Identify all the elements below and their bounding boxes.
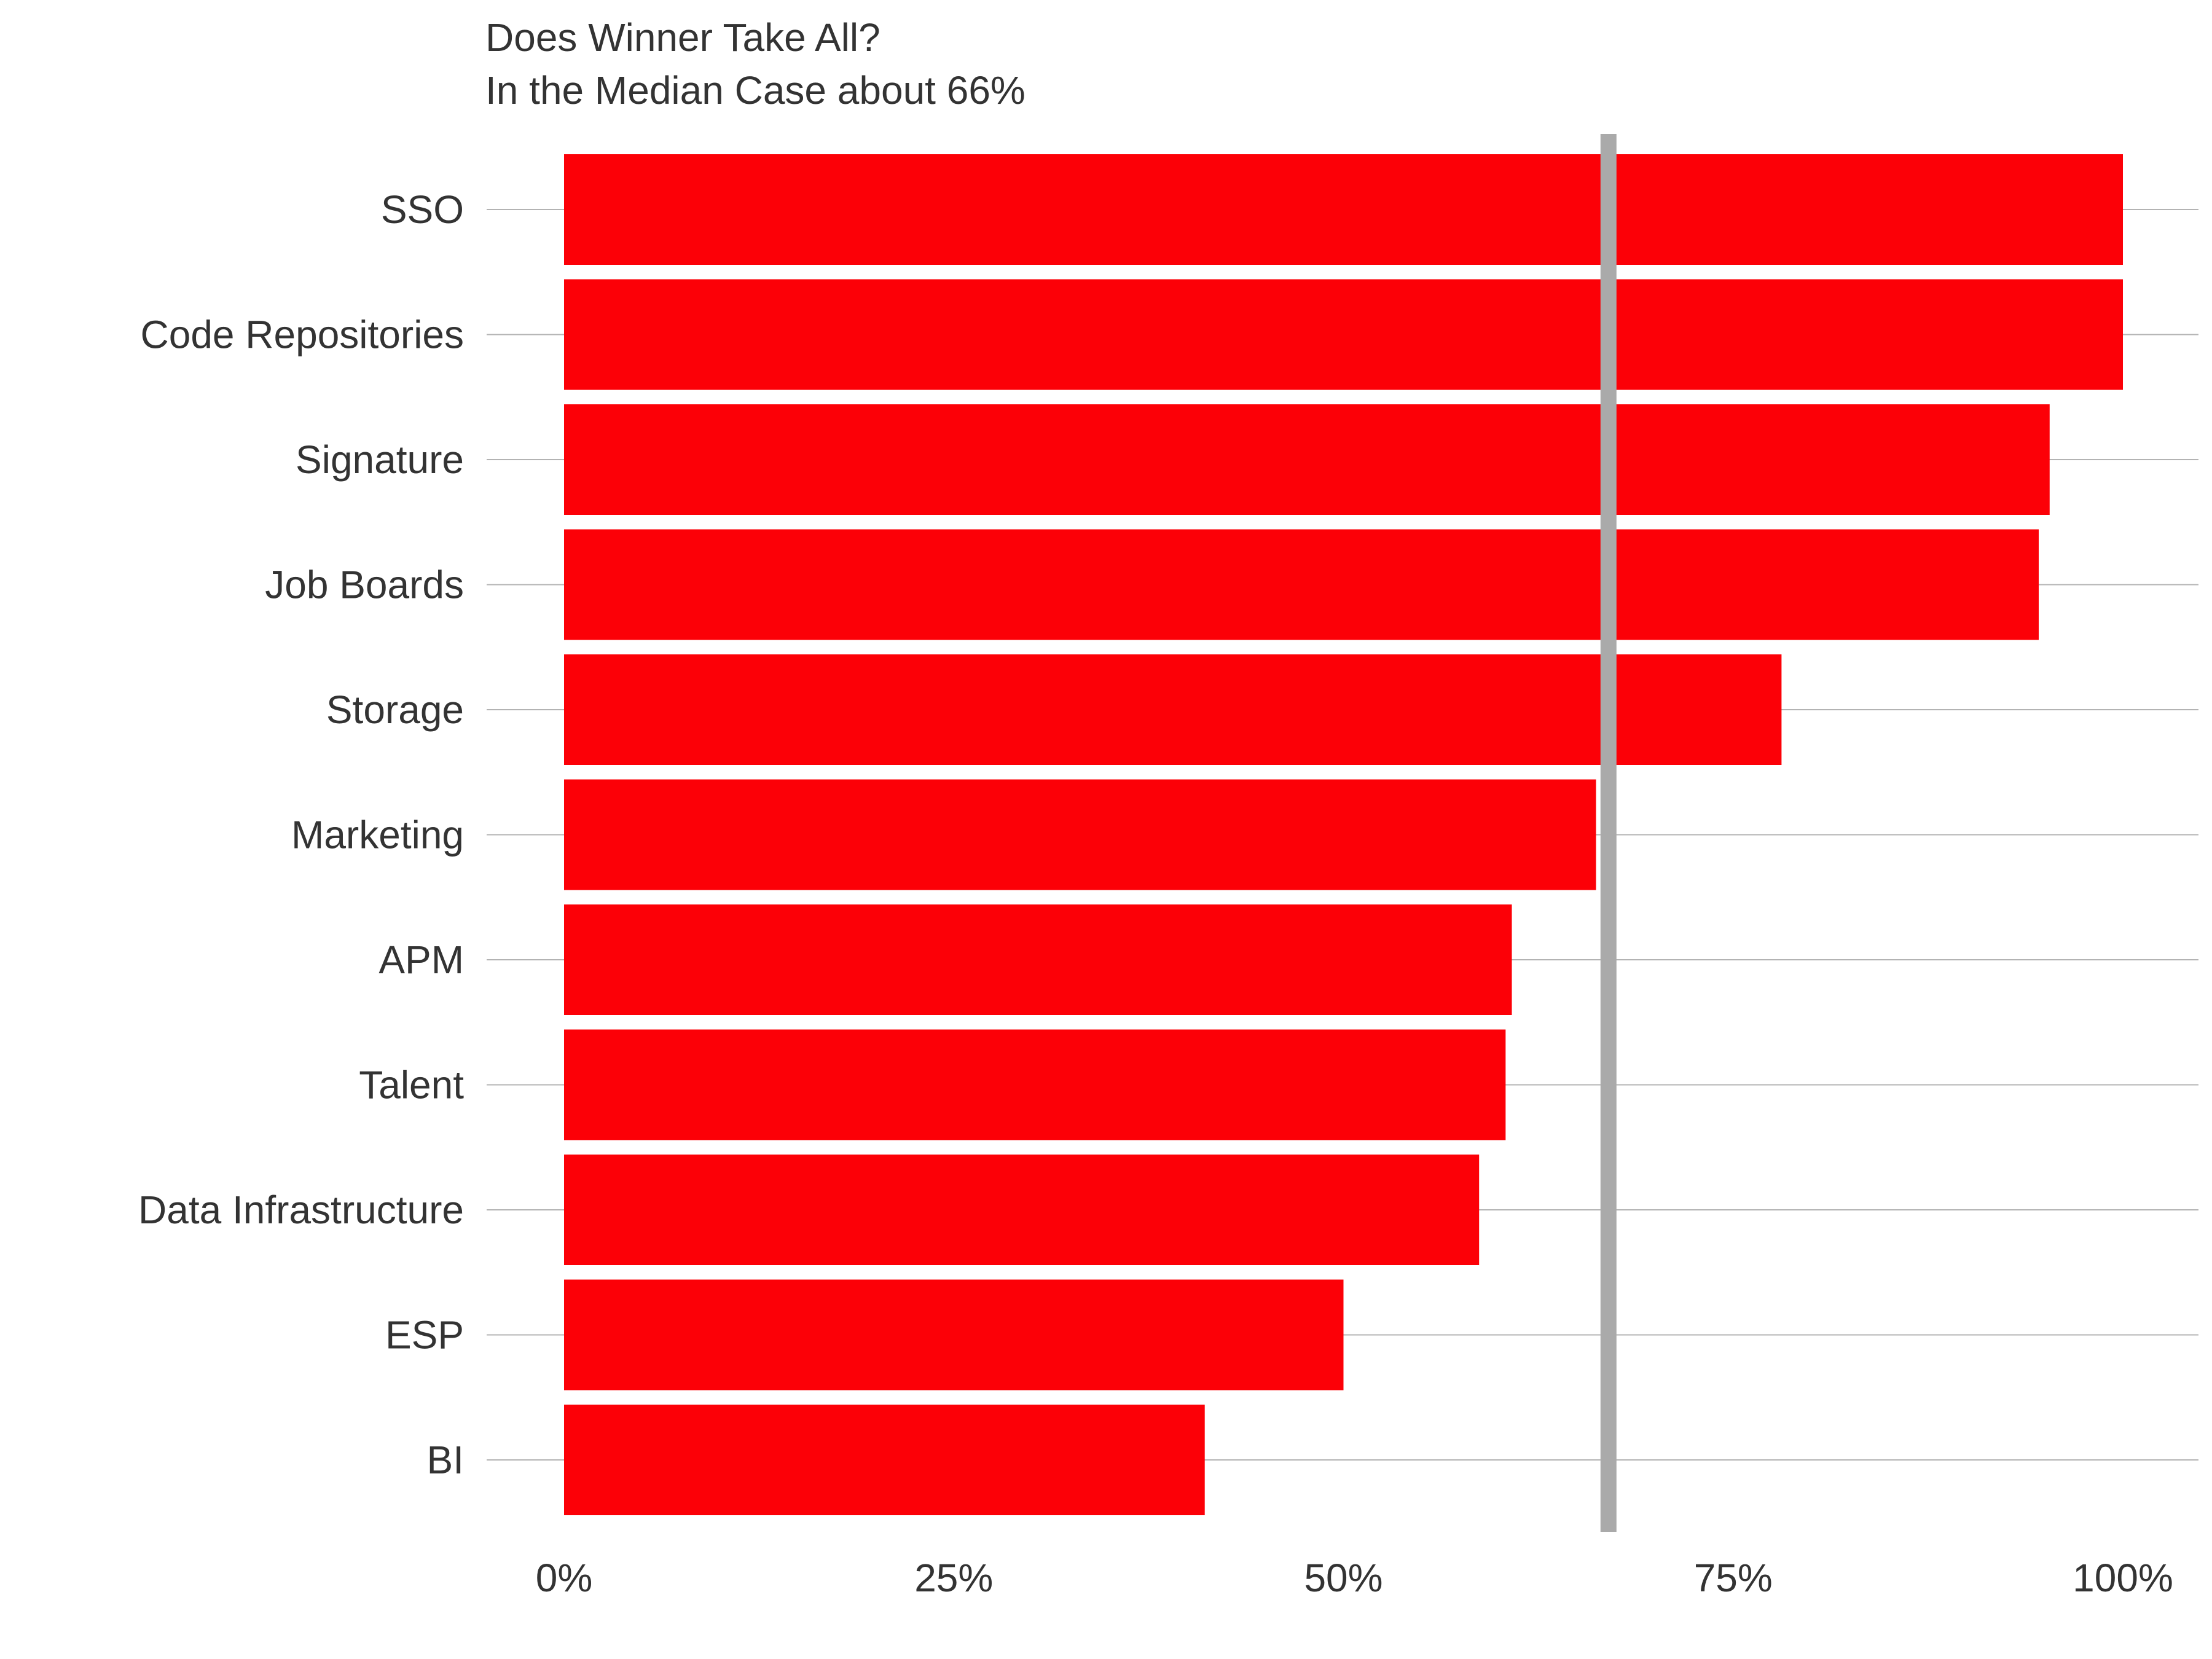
bar-storage (564, 654, 1782, 765)
bar-job-boards (564, 529, 2039, 640)
x-tick-label: 50% (1304, 1556, 1382, 1600)
x-tick-label: 75% (1694, 1556, 1773, 1600)
category-label: Marketing (291, 813, 464, 857)
category-label: ESP (385, 1313, 464, 1357)
median-reference-line (1600, 134, 1617, 1532)
bar-esp (564, 1279, 1344, 1390)
bar-marketing (564, 779, 1596, 890)
category-label: Talent (359, 1063, 464, 1107)
chart-title: Does Winner Take All? (485, 15, 880, 60)
x-tick-label: 100% (2073, 1556, 2173, 1600)
category-label: Data Infrastructure (138, 1188, 464, 1232)
bar-sso (564, 154, 2123, 265)
category-label: BI (427, 1438, 464, 1482)
bar-talent (564, 1029, 1506, 1140)
category-label: Storage (326, 688, 464, 732)
bar-code-repositories (564, 279, 2123, 390)
bar-apm (564, 904, 1512, 1015)
x-tick-label: 25% (914, 1556, 993, 1600)
bar-bi (564, 1405, 1205, 1515)
bar-data-infrastructure (564, 1155, 1480, 1265)
chart-subtitle: In the Median Case about 66% (485, 68, 1026, 112)
x-tick-label: 0% (536, 1556, 593, 1600)
bar-signature (564, 404, 2050, 515)
category-label: Signature (296, 437, 464, 482)
category-label: Job Boards (265, 563, 464, 607)
category-label: Code Repositories (141, 313, 465, 357)
category-label: APM (378, 938, 464, 982)
category-label: SSO (381, 187, 464, 232)
chart-title-block: Does Winner Take All? In the Median Case… (485, 11, 1026, 117)
